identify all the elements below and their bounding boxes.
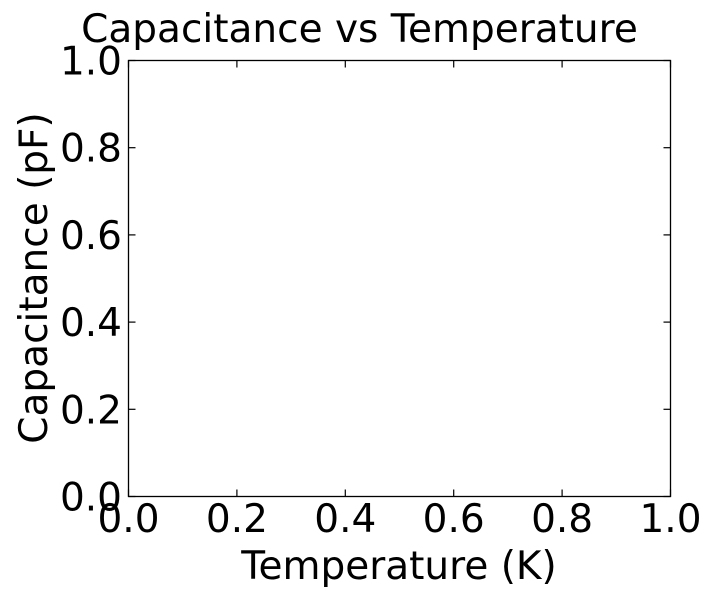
x-tick-label: 1.0: [639, 497, 701, 542]
x-tick-label: 0.4: [314, 497, 376, 542]
y-tick-label: 0.0: [60, 476, 122, 521]
x-tick-label: 0.6: [423, 497, 485, 542]
y-tick-label: 0.8: [60, 127, 122, 172]
y-tick-label: 0.4: [60, 301, 122, 346]
y-axis-tick-labels: 0.0 0.2 0.4 0.6 0.8 1.0: [60, 40, 122, 521]
y-tick-label: 0.2: [60, 388, 122, 433]
x-tick-label: 0.8: [531, 497, 593, 542]
y-tick-label: 1.0: [60, 40, 122, 85]
x-axis-label: Temperature (K): [240, 544, 556, 589]
y-axis-label: Capacitance (pF): [12, 112, 57, 443]
x-axis-tick-labels: 0.0 0.2 0.4 0.6 0.8 1.0: [97, 497, 701, 542]
x-axis-ticks: [127, 60, 672, 497]
y-axis-ticks: [128, 59, 671, 498]
x-tick-label: 0.2: [206, 497, 268, 542]
y-tick-label: 0.6: [60, 214, 122, 259]
plot-area-frame: [127, 59, 672, 498]
chart-title: Capacitance vs Temperature: [81, 7, 638, 52]
x-tick-label: 0.0: [97, 497, 159, 542]
